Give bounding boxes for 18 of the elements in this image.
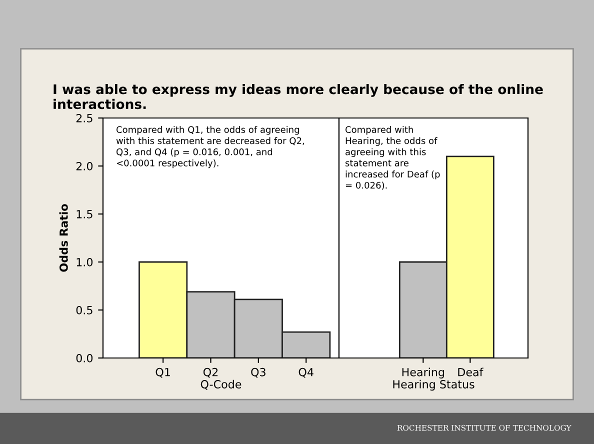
y-tick-label: 2.5 <box>76 114 92 122</box>
y-tick-label: 0.5 <box>76 306 92 314</box>
x-tick-label: Q4 <box>298 368 314 378</box>
chart-title: I was able to express my ideas more clearly because of the online interactions. <box>54 84 543 110</box>
x-axis-title: Q-Code <box>200 380 242 390</box>
y-axis-title: Odds Ratio <box>59 204 68 272</box>
y-tick-label: 2.0 <box>76 162 93 170</box>
y-tick-label: 1.0 <box>76 258 93 266</box>
annotation: Compared with Q1, the odds of agreeing with this statement are decreased for Q2, Q3, and Q4 (p = 0.016, 0.001, and <0.0001 respectively). <box>116 126 304 168</box>
x-tick-label: Q1 <box>156 368 170 378</box>
y-tick-label: 1.5 <box>76 210 92 218</box>
annotation: Compared with Hearing, the odds of agreeing with this statement are increased for Deaf (p = 0.026). <box>345 126 440 190</box>
y-tick-label: 0.0 <box>76 354 93 362</box>
x-tick-label: Deaf <box>458 368 484 376</box>
x-tick-label: Hearing <box>402 368 444 378</box>
x-tick-label: Q2 <box>203 368 218 378</box>
x-axis-title: Hearing Status <box>393 380 474 391</box>
x-tick-label: Q3 <box>251 368 266 378</box>
